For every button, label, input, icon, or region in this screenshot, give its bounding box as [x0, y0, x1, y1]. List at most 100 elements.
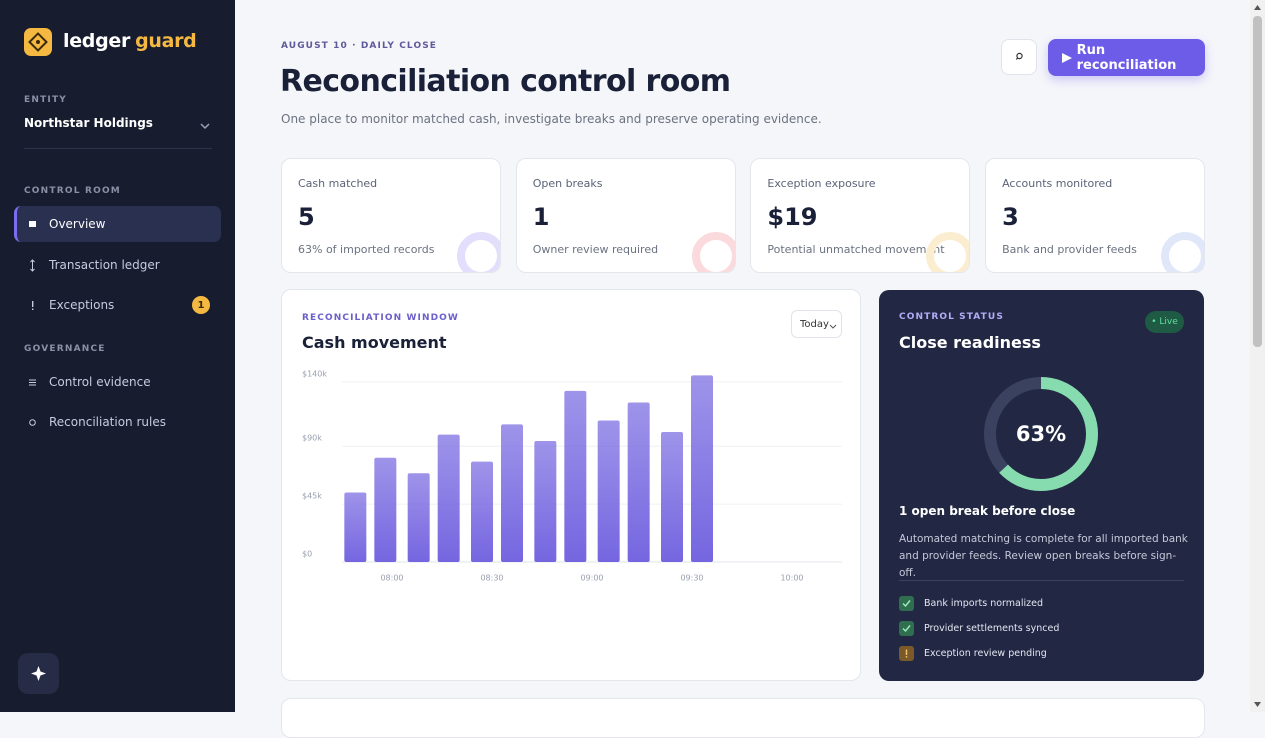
period-label[interactable]: Today — [800, 318, 829, 330]
nav-icon[interactable] — [26, 416, 39, 429]
bar — [691, 375, 713, 562]
bar — [344, 492, 367, 562]
entity-chevron[interactable] — [200, 122, 210, 130]
divider — [24, 148, 212, 149]
assistant-button[interactable] — [18, 653, 59, 694]
check-item: Exception review pending — [899, 646, 1047, 661]
scrollbar[interactable] — [1250, 0, 1265, 712]
kpi-value: $19 — [767, 203, 818, 231]
status-headline: 1 open break before close — [899, 504, 1076, 518]
brand: ledger guard — [63, 30, 197, 52]
decor-ring — [1161, 232, 1205, 272]
divider — [899, 580, 1184, 581]
kpi-card: Accounts monitored 3 Bank and provider fee… — [985, 158, 1206, 273]
nav-badge[interactable]: 1 — [192, 296, 210, 314]
kpi-value: 1 — [532, 203, 550, 231]
check-icon — [899, 596, 914, 611]
nav-label[interactable]: Overview — [49, 217, 106, 231]
sidebar: ledger guard ENTITY Northstar Holdings CO… — [0, 0, 235, 712]
nav-icon[interactable] — [26, 376, 39, 389]
bar — [564, 390, 587, 562]
status-title: Close readiness — [899, 333, 1041, 352]
period-select[interactable]: Today — [791, 310, 842, 338]
nav-item[interactable]: Overview — [14, 206, 221, 242]
nav-section-title: GOVERNANCE — [24, 344, 106, 354]
chart: $0 $45k $90k $140k 08:00 08:30 09:00 09:30 10:00 — [302, 369, 842, 583]
x-tick-label: 09:00 — [580, 574, 603, 583]
kpi-note: Potential unmatched movement — [767, 243, 945, 256]
bar — [374, 457, 397, 562]
kpi-label: Accounts monitored — [1002, 177, 1113, 190]
kpi-card: Open breaks 1 Owner review required — [515, 158, 736, 273]
kpi-note: Owner review required — [532, 243, 659, 256]
chart-card: RECONCILIATION WINDOW Cash movement Toda… — [281, 289, 861, 681]
nav-label[interactable]: Reconciliation rules — [49, 415, 166, 429]
kpi-decoration — [457, 232, 500, 272]
ring-progress — [984, 377, 1098, 491]
bar — [471, 461, 493, 562]
bar — [501, 424, 523, 562]
bar — [437, 434, 460, 562]
bar — [597, 420, 620, 562]
kpi-label: Open breaks — [532, 177, 603, 190]
bar — [407, 473, 430, 562]
y-tick-label: $140k — [302, 369, 327, 378]
bar — [534, 441, 557, 562]
nav-label[interactable]: Exceptions — [49, 298, 115, 312]
run-button-label[interactable]: Run reconciliation — [1076, 42, 1177, 73]
nav-item[interactable]: Transaction ledger — [14, 247, 221, 283]
check-label: Provider settlements synced — [924, 623, 1060, 634]
search-button[interactable] — [1001, 39, 1037, 75]
kpi-decoration — [926, 232, 970, 272]
status-kicker: CONTROL STATUS — [899, 312, 1004, 322]
bar — [627, 402, 650, 562]
kpi-card: Exception exposure $19 Potential unmatched… — [750, 158, 971, 273]
decor-ring — [457, 232, 500, 272]
kpi-decoration — [1161, 232, 1205, 272]
check-icon — [899, 621, 914, 636]
header-kicker: AUGUST 10 · DAILY CLOSE — [281, 41, 438, 51]
nav-icon[interactable] — [26, 299, 39, 312]
chart-title: Cash movement — [302, 333, 447, 352]
run-button[interactable]: Run reconciliation — [1048, 39, 1205, 76]
nav-label[interactable]: Transaction ledger — [49, 258, 160, 272]
kpi-card: Cash matched 5 63% of imported records — [281, 158, 501, 273]
next-card — [281, 698, 1205, 738]
kpi-value: 3 — [1002, 203, 1019, 231]
kpi-note: Bank and provider feeds — [1002, 243, 1137, 256]
bar — [661, 432, 683, 562]
page-subtitle: One place to monitor matched cash, inves… — [281, 112, 822, 126]
y-tick-label: $0 — [302, 550, 312, 559]
y-tick-label: $90k — [302, 434, 322, 443]
nav-item[interactable]: Control evidence — [14, 364, 221, 400]
nav-item[interactable]: Reconciliation rules — [14, 404, 221, 440]
status-card: CONTROL STATUS Close readiness • Live 63… — [879, 290, 1204, 681]
x-tick-label: 10:00 — [780, 574, 803, 583]
kpi-label: Cash matched — [298, 177, 378, 190]
check-icon — [899, 646, 914, 661]
decor-ring — [926, 232, 970, 272]
kpi-label: Exception exposure — [767, 177, 876, 190]
brand-second: guard — [135, 30, 197, 52]
check-item: Provider settlements synced — [899, 621, 1059, 636]
check-label: Exception review pending — [924, 648, 1047, 659]
kpi-note: 63% of imported records — [298, 243, 435, 256]
logo-mark — [24, 28, 52, 56]
nav-section-title: CONTROL ROOM — [24, 186, 121, 196]
entity-name[interactable]: Northstar Holdings — [24, 116, 153, 130]
entity-label: ENTITY — [24, 95, 68, 105]
nav-label[interactable]: Control evidence — [49, 375, 151, 389]
nav-icon[interactable] — [26, 258, 39, 272]
chart-kicker: RECONCILIATION WINDOW — [302, 313, 459, 323]
x-tick-label: 08:00 — [380, 574, 403, 583]
kpi-value: 5 — [298, 203, 315, 231]
readiness-ring: 63% — [984, 377, 1098, 491]
y-tick-label: $45k — [302, 492, 322, 501]
x-tick-label: 08:30 — [480, 574, 503, 583]
live-badge: • Live — [1145, 311, 1184, 333]
status-description: Automated matching is complete for all i… — [899, 533, 1188, 579]
decor-ring — [691, 232, 735, 272]
nav-item[interactable]: Exceptions 1 — [14, 287, 221, 323]
nav-icon[interactable] — [26, 218, 39, 231]
